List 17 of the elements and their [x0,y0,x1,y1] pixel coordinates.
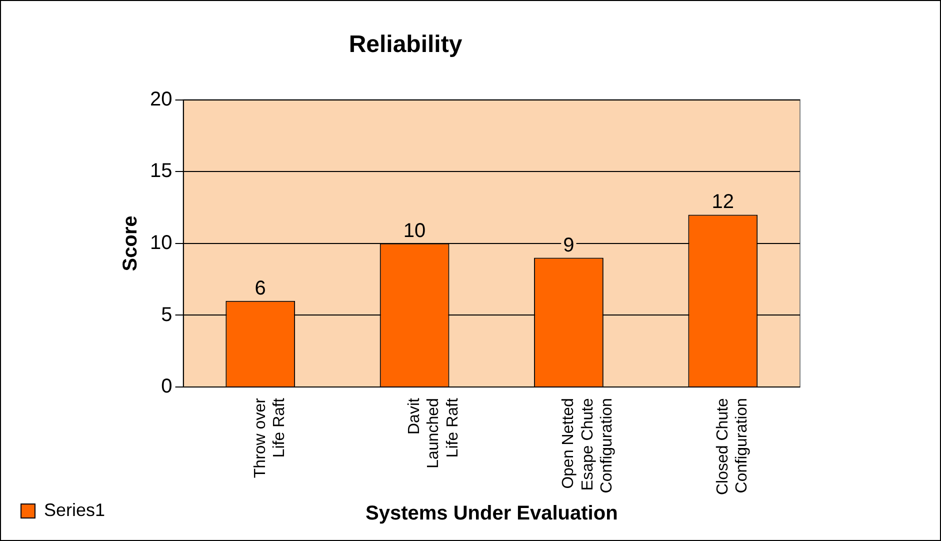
data-label: 6 [254,277,266,300]
x-tick-label: Closed Chute Configuration [714,398,751,496]
data-label: 12 [712,191,734,214]
legend-label: Series1 [44,500,106,520]
y-tick-label: 20 [150,88,172,110]
chart-title: Reliability [348,31,463,58]
x-axis-title: Systems Under Evaluation [365,502,618,525]
data-label: 9 [563,234,574,256]
y-tick-label: 0 [161,376,172,398]
x-tick-label: Open Netted Esape Chute Configuration [560,398,616,494]
y-tick-label: 10 [150,232,172,254]
y-tick-label: 5 [161,304,172,326]
x-tick-label: Davit Launched Life Raft [406,398,462,468]
y-tick-label: 15 [150,160,172,182]
data-label: 10 [403,220,426,242]
x-tick-label: Throw over Life Raft [252,397,288,478]
y-axis-title: Score [120,216,142,272]
